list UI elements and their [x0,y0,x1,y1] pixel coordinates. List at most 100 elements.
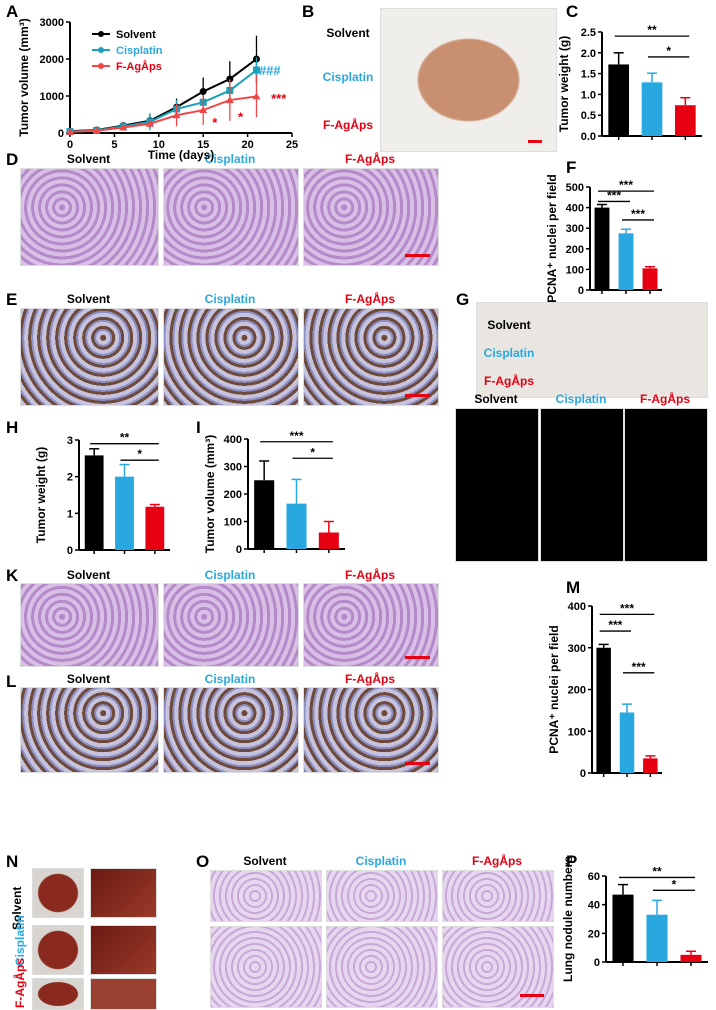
label-k-fagaps: F-AgÅps [345,568,395,582]
y-tick-label: 1.5 [581,69,596,81]
bar-1 [641,82,663,136]
panel-label-g: G [456,290,470,309]
significance-label: * [137,447,142,461]
label-o-fagaps: F-AgÅps [472,854,522,868]
data-point [92,126,101,134]
panel-label-d: D [6,150,19,169]
group-label-fagaps: F-AgÅps [323,118,373,132]
y-tick-label: 0.5 [581,110,596,122]
lung-photo-fagaps [32,978,84,1010]
legend-marker [98,63,104,69]
panel-label-k: K [6,566,19,585]
y-tick-label: 2.5 [581,27,596,39]
y-tick-label: 100 [566,264,584,276]
x-tick-label: 5 [111,139,117,151]
bar-0 [84,455,104,550]
data-point [66,127,74,135]
bar-0 [608,64,629,136]
lung-zoom-solvent [90,868,157,918]
y-tick-label: 0 [236,544,242,556]
y-tick-label: 400 [568,601,586,613]
x-tick-label: 25 [286,139,298,151]
panel-label-m: M [566,578,581,597]
significance-label: * [666,44,671,58]
scale-bar [405,762,430,765]
label-d-solvent: Solvent [66,152,111,166]
he-image-solvent [20,168,159,266]
lung-zoom-section-cisplatin [326,926,438,1008]
legend-label: Cisplatin [116,45,163,57]
significance-label: ** [647,23,657,37]
y-tick-label: 200 [224,489,242,501]
bar-0 [596,647,611,773]
ihc-image-l-solvent [20,687,159,773]
y-tick-label: 0.0 [581,131,596,143]
bar-1 [618,233,634,290]
panel-label-a: A [6,2,19,21]
tumor-photo-g [476,302,708,398]
lung-zoom-cisplatin [90,925,157,975]
data-point [225,96,234,104]
bar-0 [612,894,634,962]
bar-2 [675,105,696,136]
significance-label: *** [289,429,303,443]
label-e-fagaps: F-AgÅps [345,292,395,306]
data-point [199,88,207,96]
series-line-2 [69,95,257,133]
y-axis-label: Tumor volume (mm³) [17,18,31,136]
bar-2 [642,268,658,290]
label-k-cisplatin: Cisplatin [204,568,256,582]
panel-label-f: F [566,158,577,177]
label-k-solvent: Solvent [66,568,111,582]
y-tick-label: 3000 [40,17,64,29]
legend-label: F-AgÅps [116,60,162,73]
label-j-solvent: Solvent [474,392,518,406]
y-tick-label: 0 [594,957,600,969]
x-axis-label: Time (days) [148,148,214,162]
bar-1 [646,914,668,962]
tumor-photo-b [380,8,557,152]
label-e-cisplatin: Cisplatin [204,292,256,306]
group-label-cisplatin: Cisplatin [322,70,374,84]
label-e-solvent: Solvent [66,292,111,306]
significance-annotation: * [238,109,244,124]
y-tick-label: 1 [67,508,73,520]
y-tick-label: 0 [58,128,64,140]
y-tick-label: 2.0 [581,48,596,60]
panel-label-e: E [6,290,18,309]
significance-annotation: *** [271,91,287,106]
lung-section-fagaps [442,870,554,922]
label-g-fagaps: F-AgÅps [484,374,534,388]
data-point [252,66,260,74]
legend-marker [98,31,104,37]
bar-0 [254,480,275,549]
y-tick-label: 1.0 [581,89,596,101]
y-tick-label: 3 [67,435,73,447]
x-tick-label: 20 [241,139,253,151]
y-tick-label: 2 [67,472,73,484]
y-tick-label: 200 [566,244,584,256]
bar-0 [594,207,610,290]
data-point [145,119,154,127]
panel-label-i: I [196,418,201,437]
scale-bar [520,994,544,997]
y-tick-label: 300 [224,462,242,474]
significance-label: * [672,877,677,891]
legend-marker [98,47,104,53]
x-tick-label: 0 [67,139,73,151]
y-tick-label: 200 [568,685,586,697]
scale-bar [405,394,430,397]
ihc-image-cisplatin [163,308,299,406]
he-image-fagaps [303,168,439,266]
ihc-image-l-fagaps [303,687,439,773]
lung-photo-cisplatin [32,925,84,975]
y-tick-label: 60 [588,871,600,883]
label-g-cisplatin: Cisplatin [483,346,535,360]
significance-label: ** [652,864,662,878]
y-axis-label: Tumor weight (g) [557,36,571,132]
bar-1 [286,503,307,549]
legend-label: Solvent [116,29,156,41]
data-point [172,111,181,119]
y-tick-label: 500 [566,182,584,194]
